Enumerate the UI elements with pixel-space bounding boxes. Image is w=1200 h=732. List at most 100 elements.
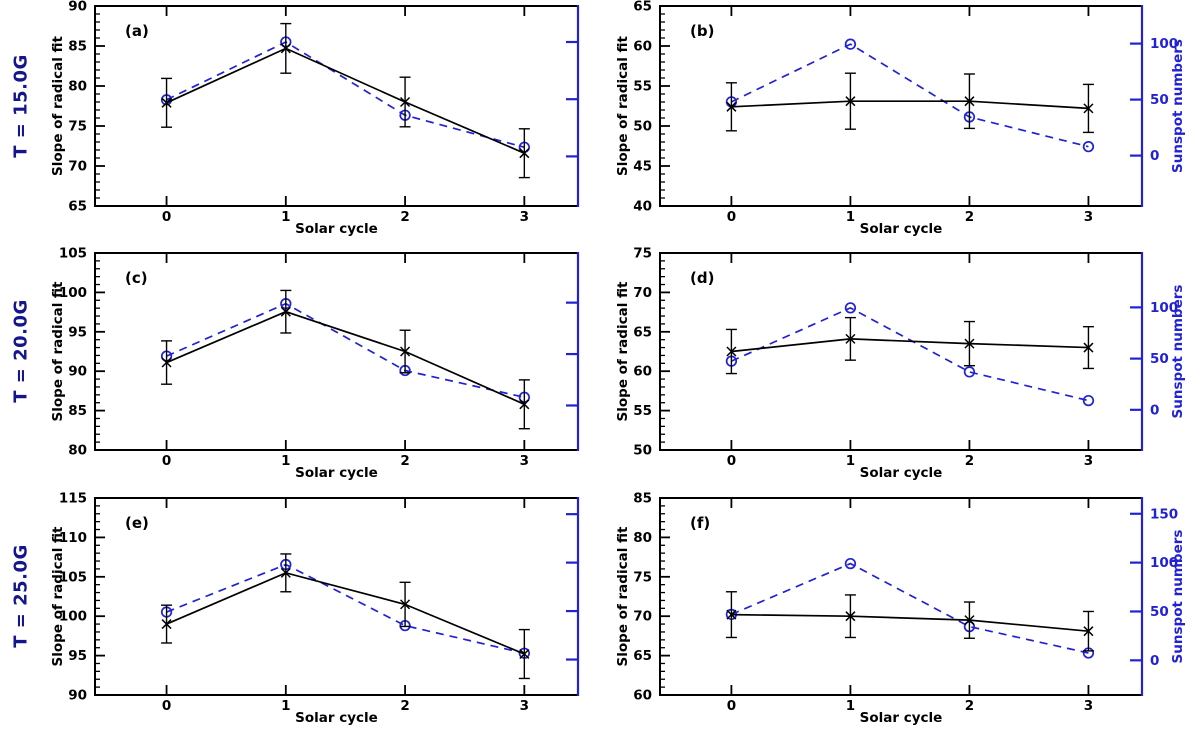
- y-axis-ticks: 40 45 50 55 60 65: [633, 0, 670, 215]
- svg-text:55: 55: [633, 403, 652, 419]
- svg-text:0: 0: [727, 698, 736, 714]
- svg-text:Slope of radical fit: Slope of radical fit: [50, 35, 66, 175]
- svg-text:3: 3: [1084, 453, 1093, 469]
- svg-text:3: 3: [520, 453, 529, 469]
- chart-e: 90 95 100 105 110 115 0 1 2 3 Slope of radical fit…: [50, 491, 580, 726]
- sunspot-axis-ticks: [566, 301, 578, 407]
- panel-e: 90 95 100 105 110 115 0 1 2 3 Slope of radical fit…: [0, 488, 600, 732]
- sunspot-series: [725, 302, 1095, 407]
- svg-text:75: 75: [68, 119, 87, 135]
- svg-text:90: 90: [68, 364, 87, 380]
- svg-text:Solar cycle: Solar cycle: [860, 710, 943, 726]
- y-axis-ticks: 60 65 70 75 80 85: [633, 491, 670, 704]
- svg-text:100: 100: [1150, 300, 1178, 316]
- svg-text:65: 65: [633, 324, 652, 340]
- axis-frame: [659, 252, 1144, 451]
- svg-text:2: 2: [965, 209, 974, 225]
- svg-text:60: 60: [633, 688, 652, 704]
- sunspot-series: [160, 298, 530, 403]
- svg-text:0: 0: [727, 453, 736, 469]
- svg-text:100: 100: [1150, 36, 1178, 52]
- svg-text:2: 2: [400, 453, 409, 469]
- svg-text:65: 65: [633, 0, 652, 15]
- x-axis-ticks: 0 1 2 3: [162, 6, 529, 225]
- svg-text:Solar cycle: Solar cycle: [860, 221, 943, 237]
- slope-series: [725, 72, 1094, 134]
- axis-titles: Slope of radical fit Solar cycle Sunspot n…: [615, 35, 1186, 237]
- x-axis-ticks: 0 1 2 3: [727, 498, 1093, 714]
- svg-text:Slope of radical fit: Slope of radical fit: [615, 35, 631, 175]
- svg-text:1: 1: [281, 453, 290, 469]
- y-axis-ticks: 50 55 60 65 70 75: [633, 246, 670, 459]
- sunspot-series: [725, 557, 1095, 659]
- svg-text:70: 70: [633, 609, 652, 625]
- x-axis-ticks: 0 1 2 3: [162, 253, 529, 469]
- svg-text:3: 3: [1084, 209, 1093, 225]
- svg-text:3: 3: [1084, 698, 1093, 714]
- svg-text:50: 50: [1150, 351, 1169, 367]
- panel-a: 65 70 75 80 85 90 0 1 2 3 Slope of radical fit Sola…: [0, 0, 600, 244]
- svg-text:50: 50: [633, 119, 652, 135]
- sunspot-axis-ticks: [566, 40, 578, 158]
- axis-frame: [94, 5, 580, 207]
- svg-text:1: 1: [846, 209, 855, 225]
- axis-frame: [94, 252, 580, 451]
- svg-text:50: 50: [1150, 92, 1169, 108]
- svg-text:45: 45: [633, 159, 652, 175]
- svg-text:2: 2: [400, 209, 409, 225]
- panel-letter: (c): [125, 269, 148, 287]
- svg-text:90: 90: [68, 0, 87, 15]
- svg-text:Solar cycle: Solar cycle: [295, 221, 378, 237]
- svg-text:0: 0: [1150, 148, 1159, 164]
- svg-text:50: 50: [633, 443, 652, 459]
- svg-text:100: 100: [59, 609, 87, 625]
- svg-text:60: 60: [633, 39, 652, 55]
- svg-text:Slope of radical fit: Slope of radical fit: [615, 281, 631, 421]
- panel-letter: (b): [690, 22, 714, 40]
- panel-c: 80 85 90 95 100 105 0 1 2 3 Slope of radical fit So…: [0, 244, 600, 488]
- svg-text:Solar cycle: Solar cycle: [860, 465, 943, 481]
- chart-a: 65 70 75 80 85 90 0 1 2 3 Slope of radical fit Sola…: [50, 0, 580, 237]
- svg-text:150: 150: [1150, 506, 1178, 522]
- svg-text:0: 0: [162, 698, 171, 714]
- y-axis-ticks: 90 95 100 105 110 115: [59, 491, 105, 704]
- svg-text:Sunspot numbers: Sunspot numbers: [1170, 530, 1186, 664]
- axis-titles: Slope of radical fit Solar cycle: [50, 35, 378, 237]
- svg-text:50: 50: [1150, 604, 1169, 620]
- svg-text:Slope of radical fit: Slope of radical fit: [615, 526, 631, 666]
- svg-text:0: 0: [1150, 653, 1159, 669]
- svg-text:105: 105: [59, 246, 87, 262]
- svg-text:55: 55: [633, 79, 652, 95]
- y-axis-ticks: 65 70 75 80 85 90: [68, 0, 105, 215]
- panel-letter: (a): [125, 22, 149, 40]
- svg-text:3: 3: [520, 209, 529, 225]
- panel-d: 50 55 60 65 70 75 0 1 2 3 0 50 100 Slope of radical f…: [600, 244, 1200, 488]
- sunspot-series: [160, 36, 530, 153]
- slope-series: [725, 591, 1094, 652]
- svg-text:110: 110: [59, 530, 87, 546]
- svg-text:65: 65: [633, 648, 652, 664]
- slope-series: [161, 289, 530, 430]
- svg-text:0: 0: [162, 453, 171, 469]
- svg-text:100: 100: [59, 285, 87, 301]
- chart-c: 80 85 90 95 100 105 0 1 2 3 Slope of radical fit So…: [50, 246, 580, 481]
- panel-letter: (f): [690, 514, 710, 532]
- svg-text:100: 100: [1150, 555, 1178, 571]
- slope-series: [725, 316, 1094, 375]
- svg-text:80: 80: [633, 530, 652, 546]
- svg-text:85: 85: [633, 491, 652, 507]
- axis-titles: Slope of radical fit Solar cycle: [50, 281, 378, 481]
- svg-text:1: 1: [281, 209, 290, 225]
- panel-f: 60 65 70 75 80 85 0 1 2 3 0 50 100 150 Slope of radica…: [600, 488, 1200, 732]
- slope-series: [161, 553, 530, 680]
- svg-text:Sunspot numbers: Sunspot numbers: [1170, 285, 1186, 419]
- svg-text:1: 1: [846, 453, 855, 469]
- svg-text:Sunspot numbers: Sunspot numbers: [1170, 39, 1186, 173]
- svg-text:0: 0: [727, 209, 736, 225]
- svg-text:40: 40: [633, 199, 652, 215]
- svg-text:95: 95: [68, 648, 87, 664]
- sunspot-series: [725, 38, 1095, 153]
